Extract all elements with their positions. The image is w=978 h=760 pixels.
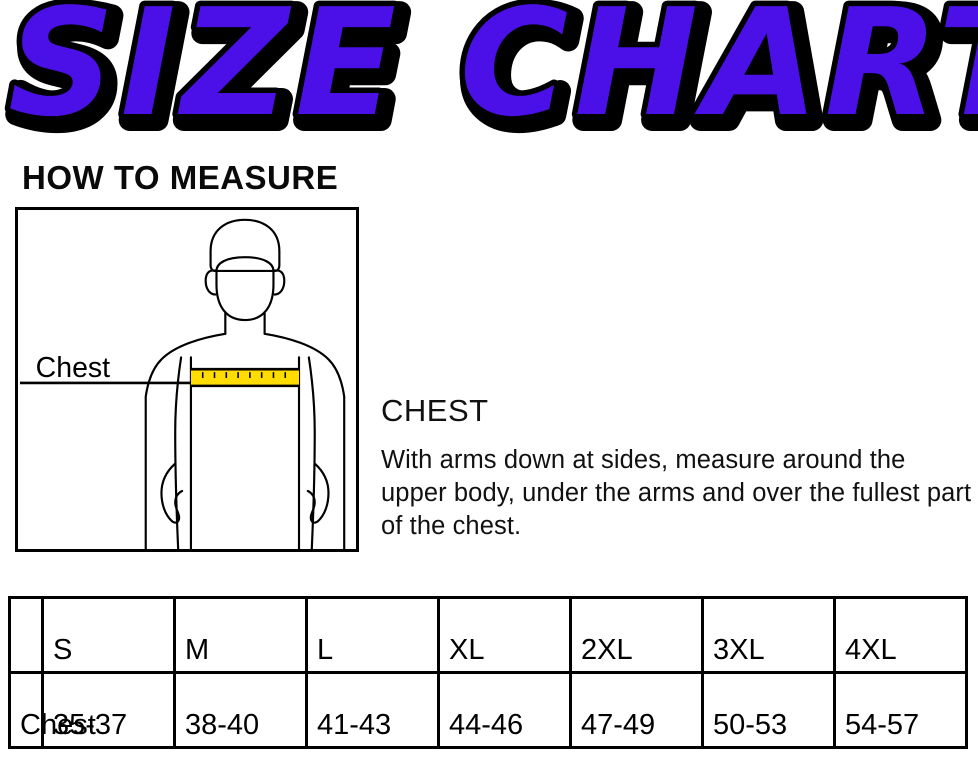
chest-measurement-figure: Chest [19,218,346,549]
table-header-m: M [173,596,308,674]
ear-left [204,269,218,296]
cell-chest-xl: 44-46 [437,671,572,749]
cell-chest-m: 38-40 [173,671,308,749]
table-corner-cell [8,596,44,674]
table-header-4xl: 4XL [833,596,968,674]
table-header-s: S [41,596,176,674]
chest-body-text: With arms down at sides, measure around … [381,446,972,540]
size-table-container: S M L XL 2XL 3XL 4XL Chest 35-37 38-40 4… [8,596,970,749]
cell-chest-3xl: 50-53 [701,671,836,749]
torso-right-outline [263,332,346,549]
chest-callout-label: Chest [36,352,110,384]
cell-chest-l: 41-43 [305,671,440,749]
size-chart-title-art: SIZE CHART SIZE CHART [3,0,978,152]
torso-left-outline [144,332,227,549]
table-row-chest: Chest 35-37 38-40 41-43 44-46 47-49 50-5… [8,671,968,749]
cell-chest-4xl: 54-57 [833,671,968,749]
table-header-2xl: 2XL [569,596,704,674]
table-header-xl: XL [437,596,572,674]
tape-ticks [201,372,287,379]
measurement-illustration-box: Chest [15,207,359,552]
table-header-row: S M L XL 2XL 3XL 4XL [8,596,968,674]
table-header-3xl: 3XL [701,596,836,674]
measuring-tape [190,367,300,388]
title-text: SIZE CHART [8,0,978,149]
chest-description-panel: CHEST With arms down at sides, measure a… [381,392,973,543]
ear-right [272,269,286,296]
title-shadow-layer: SIZE CHART [14,0,978,152]
how-to-measure-heading: HOW TO MEASURE [22,159,339,196]
cell-chest-s: 35-37 [41,671,176,749]
chest-heading: CHEST [381,393,489,428]
arm-right-inner [307,356,316,549]
hand-left [160,462,184,524]
row-label-chest: Chest [8,671,96,749]
table-header-l: L [305,596,440,674]
cell-chest-2xl: 47-49 [569,671,704,749]
hand-right [306,462,330,524]
page-title-banner: SIZE CHART SIZE CHART [0,0,978,152]
face-shape [215,256,275,322]
size-table: S M L XL 2XL 3XL 4XL Chest 35-37 38-40 4… [8,596,968,749]
